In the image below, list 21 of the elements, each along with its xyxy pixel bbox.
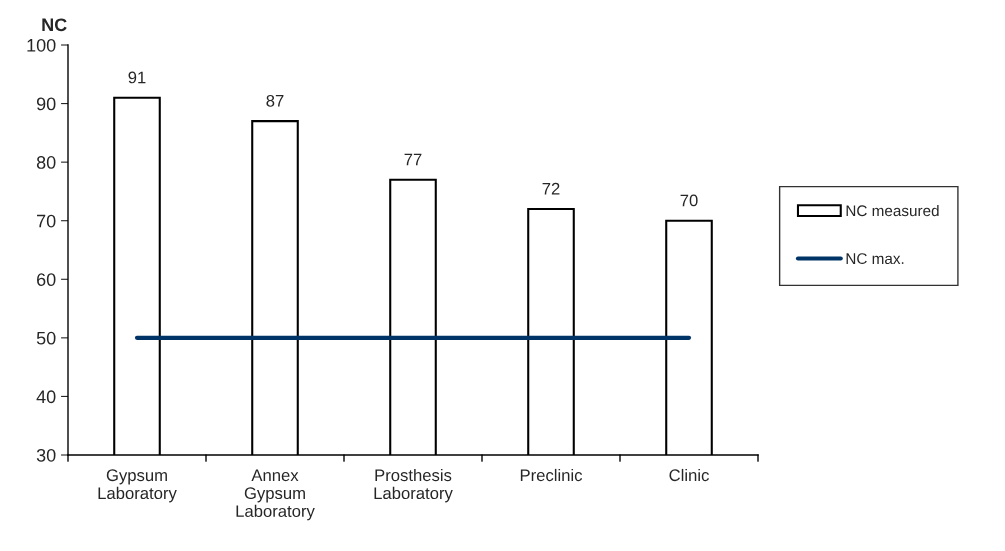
y-tick-label: 70 — [37, 214, 56, 228]
y-tick-label: 60 — [37, 273, 56, 287]
y-tick-label: 30 — [36, 448, 56, 462]
y-axis-title: NC — [42, 18, 67, 32]
x-tick-label: Clinic — [669, 468, 709, 482]
data-label: 77 — [404, 153, 422, 166]
x-tick-label: Annex Gypsum Laboratory — [236, 469, 315, 521]
data-label: 87 — [266, 94, 284, 107]
x-tick-label: Preclinic — [520, 468, 583, 482]
data-label: 70 — [680, 194, 698, 207]
x-tick-label: Prosthesis Laboratory — [374, 468, 453, 503]
y-tick-label: 100 — [27, 38, 56, 52]
x-tick-label: Gypsum Laboratory — [98, 469, 177, 503]
data-label: 72 — [542, 182, 560, 195]
legend-label: NC measured — [846, 204, 939, 217]
legend-label: NC max. — [846, 253, 904, 265]
y-tick-label: 40 — [36, 390, 56, 404]
y-tick-label: 50 — [36, 331, 56, 345]
y-tick-label: 80 — [36, 156, 56, 169]
data-label: 91 — [128, 71, 146, 84]
y-tick-label: 90 — [36, 97, 56, 111]
